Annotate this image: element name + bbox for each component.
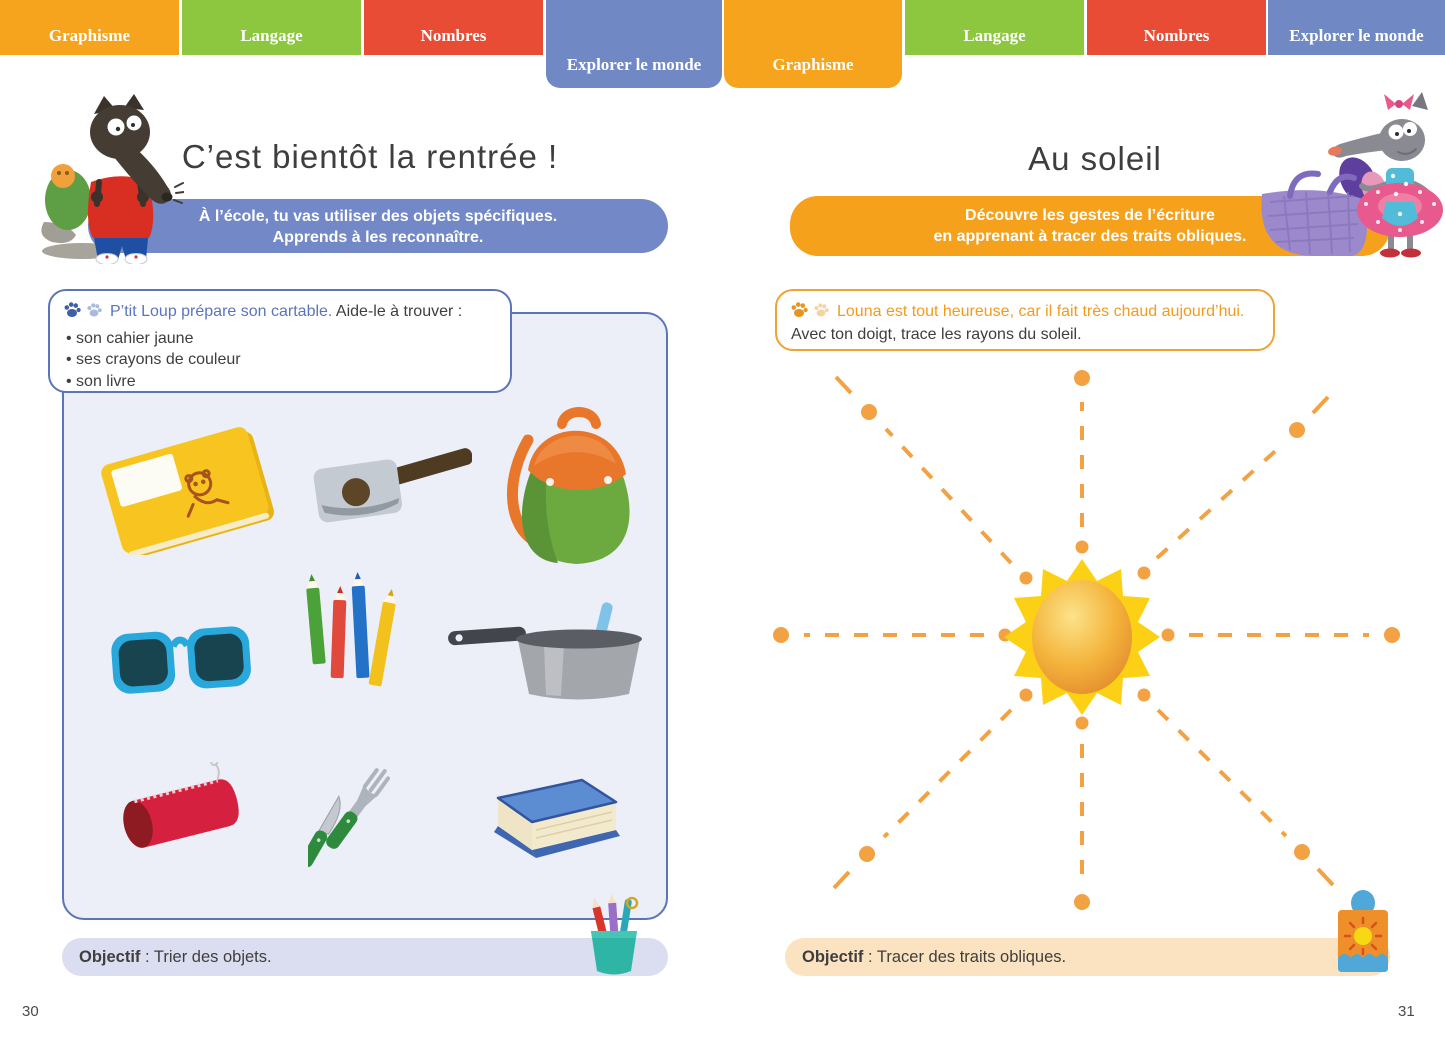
louna-body: [1357, 168, 1443, 258]
left-page-title: C’est bientôt la rentrée !: [181, 138, 559, 175]
object-fork-and-knife[interactable]: [300, 768, 416, 895]
object-yellow-notebook[interactable]: [88, 420, 283, 560]
sunscreen-illustration: [1332, 888, 1394, 981]
tab-left-nombres[interactable]: Nombres: [364, 0, 543, 55]
instruction-rest: Avec ton doigt, trace les rayons du sole…: [791, 325, 1082, 343]
object-hammer[interactable]: [312, 442, 473, 535]
left-instruction-box: P’tit Loup prépare son cartable. Aide-le…: [48, 289, 512, 393]
tab-label: Langage: [963, 26, 1026, 45]
objective-text: : Tracer des traits obliques.: [863, 948, 1067, 966]
tab-label: Nombres: [420, 26, 487, 45]
list-item: son cahier jaune: [66, 329, 496, 350]
louna-character: [1250, 92, 1445, 264]
ptit-loup-illustration: [41, 94, 185, 265]
tab-label: Nombres: [1143, 26, 1210, 45]
tab-label: Graphisme: [772, 55, 854, 74]
paw-icon: [791, 301, 831, 325]
sun-core: [1032, 580, 1132, 694]
sun-tracing-activity[interactable]: [720, 355, 1445, 930]
left-objective-bar: Objectif : Trier des objets.: [62, 938, 668, 976]
paw-icon: [64, 301, 104, 325]
tab-label: Explorer le monde: [566, 55, 702, 74]
sun-with-dotted-rays: [773, 370, 1400, 910]
list-item: son livre: [66, 372, 496, 393]
tab-label: Explorer le monde: [1289, 26, 1424, 45]
tab-left-graphisme[interactable]: Graphisme: [0, 0, 179, 55]
object-saucepan[interactable]: [448, 602, 650, 709]
tab-left-langage[interactable]: Langage: [182, 0, 361, 55]
ptit-loup-character: [36, 94, 185, 265]
tab-label: Langage: [240, 26, 303, 45]
object-blue-book[interactable]: [478, 772, 626, 875]
tab-left-explorer-le-monde-active[interactable]: Explorer le monde: [546, 0, 722, 88]
object-backpack[interactable]: [498, 392, 650, 575]
instruction-highlight: P’tit Loup prépare son cartable.: [110, 303, 333, 320]
items-to-find-list: son cahier jaune ses crayons de couleur …: [66, 329, 496, 393]
list-item: ses crayons de couleur: [66, 350, 496, 371]
tab-right-langage[interactable]: Langage: [905, 0, 1084, 55]
left-page-number: 30: [22, 1003, 39, 1020]
banner-line: en apprenant à tracer des traits oblique…: [933, 228, 1247, 245]
banner-line: Découvre les gestes de l’écriture: [965, 207, 1215, 224]
tab-right-explorer-le-monde[interactable]: Explorer le monde: [1268, 0, 1445, 55]
right-page-title: Au soleil: [1028, 140, 1162, 177]
object-sunglasses[interactable]: [108, 612, 256, 709]
instruction-rest: Aide-le à trouver :: [332, 303, 463, 320]
tab-label: Graphisme: [48, 26, 131, 45]
banner-line: À l’école, tu vas utiliser des objets sp…: [198, 208, 558, 225]
objective-label: Objectif: [802, 948, 864, 966]
object-colored-pencils[interactable]: [302, 572, 410, 695]
object-pencil-case[interactable]: [112, 758, 247, 865]
louna-head: [1328, 92, 1428, 161]
objective-text: : Trier des objets.: [140, 948, 272, 966]
tab-right-nombres[interactable]: Nombres: [1087, 0, 1266, 55]
banner-line: Apprends à les reconnaître.: [272, 229, 484, 246]
right-page-number: 31: [1398, 1003, 1415, 1020]
right-objective-bar: Objectif : Tracer des traits obliques.: [785, 938, 1390, 976]
instruction-highlight: Louna est tout heureuse, car il fait trè…: [837, 303, 1245, 320]
right-instruction-box: Louna est tout heureuse, car il fait trè…: [775, 289, 1275, 351]
tab-right-graphisme-active[interactable]: Graphisme: [724, 0, 902, 88]
loup-head: [90, 94, 185, 204]
pencil-cup-illustration: [583, 893, 645, 982]
objective-label: Objectif: [79, 948, 141, 966]
left-banner: À l’école, tu vas utiliser des objets sp…: [88, 199, 668, 253]
